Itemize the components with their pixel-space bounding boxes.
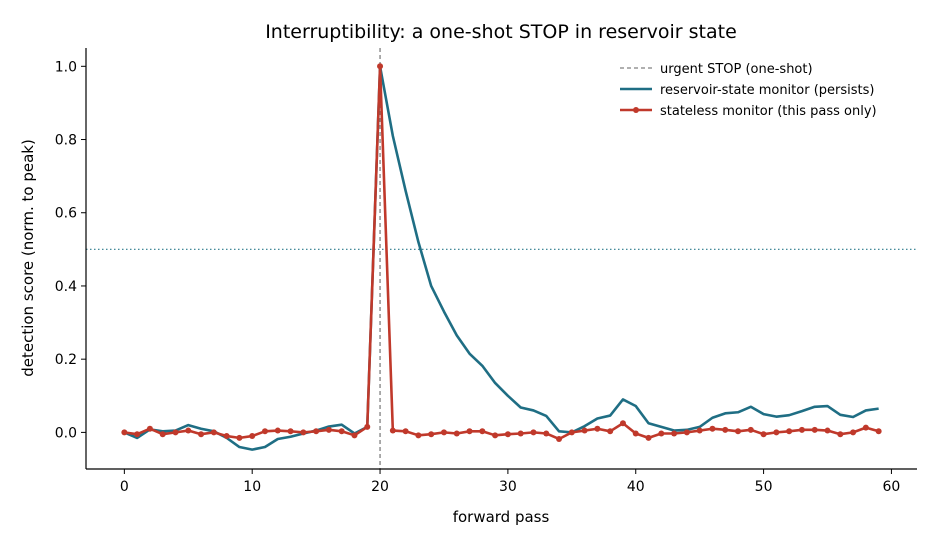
y-tick-label-4: 0.8 (55, 133, 77, 149)
x-ticks: 0 10 20 30 40 50 60 (120, 469, 900, 495)
stateless-point-58 (862, 424, 869, 431)
stateless-point-1 (134, 431, 141, 438)
stateless-point-22 (402, 428, 409, 435)
stateless-point-18 (351, 432, 358, 439)
stateless-point-57 (850, 429, 857, 436)
stateless-point-34 (556, 435, 563, 442)
legend: urgent STOP (one-shot) reservoir-state m… (620, 62, 877, 119)
y-tick-label-5: 1.0 (55, 59, 77, 75)
stateless-point-4 (172, 429, 179, 436)
stateless-point-2 (146, 425, 153, 432)
legend-label-stop: urgent STOP (one-shot) (660, 62, 813, 77)
stateless-point-17 (338, 428, 345, 435)
stateless-point-46 (709, 425, 716, 432)
x-tick-label-6: 60 (883, 479, 901, 495)
stateless-point-40 (632, 430, 639, 437)
stateless-point-5 (185, 427, 192, 434)
series-line-0 (123, 65, 879, 451)
stateless-point-13 (287, 428, 294, 435)
stateless-point-19 (364, 423, 371, 430)
stateless-point-31 (517, 430, 524, 437)
x-tick-label-4: 40 (627, 479, 645, 495)
stateless-point-41 (645, 434, 652, 441)
stateless-point-48 (735, 428, 742, 435)
stateless-point-10 (249, 433, 256, 440)
stateless-point-54 (811, 426, 818, 433)
stateless-point-39 (619, 420, 626, 427)
y-ticks: 0.0 0.2 0.4 0.6 0.8 1.0 (55, 59, 86, 441)
legend-swatch-stateless-marker (633, 107, 639, 113)
x-tick-label-1: 10 (243, 479, 261, 495)
stateless-point-51 (773, 429, 780, 436)
x-tick-label-3: 30 (499, 479, 517, 495)
stateless-point-6 (198, 431, 205, 438)
stateless-point-52 (786, 428, 793, 435)
stateless-point-0 (121, 429, 128, 436)
stateless-point-28 (479, 428, 486, 435)
stateless-point-38 (607, 428, 614, 435)
stateless-point-30 (504, 431, 511, 438)
y-tick-label-2: 0.4 (55, 279, 77, 295)
stateless-point-14 (300, 429, 307, 436)
stateless-point-50 (760, 431, 767, 438)
stateless-point-59 (875, 428, 882, 435)
stateless-point-25 (440, 429, 447, 436)
series-line-1 (124, 65, 880, 441)
y-tick-label-3: 0.6 (55, 206, 77, 222)
stateless-point-49 (747, 426, 754, 433)
stateless-point-3 (159, 431, 166, 438)
stateless-point-11 (261, 428, 268, 435)
stateless-point-32 (530, 429, 537, 436)
stateless-point-8 (223, 433, 230, 440)
stateless-point-42 (658, 430, 665, 437)
x-tick-label-2: 20 (371, 479, 389, 495)
stateless-point-16 (325, 426, 332, 433)
stateless-point-47 (722, 426, 729, 433)
y-tick-label-1: 0.2 (55, 352, 77, 368)
stateless-point-24 (428, 431, 435, 438)
stateless-point-36 (581, 427, 588, 434)
stateless-point-37 (594, 425, 601, 432)
stateless-point-7 (210, 429, 217, 436)
y-tick-label-0: 0.0 (55, 425, 77, 441)
stateless-point-45 (696, 427, 703, 434)
stateless-point-56 (837, 431, 844, 438)
legend-label-stateless: stateless monitor (this pass only) (660, 104, 877, 119)
stateless-point-23 (415, 432, 422, 439)
plot-area (86, 48, 917, 469)
stateless-point-33 (543, 430, 550, 437)
x-axis-label: forward pass (453, 508, 550, 526)
stateless-point-53 (798, 426, 805, 433)
stateless-point-15 (313, 428, 320, 435)
stateless-point-44 (683, 429, 690, 436)
stateless-point-35 (568, 429, 575, 436)
stateless-point-43 (671, 430, 678, 437)
x-tick-label-0: 0 (120, 479, 129, 495)
stateless-point-21 (389, 427, 396, 434)
stateless-point-55 (824, 427, 831, 434)
stateless-point-12 (274, 427, 281, 434)
legend-label-reservoir: reservoir-state monitor (persists) (660, 83, 874, 98)
chart-title: Interruptibility: a one-shot STOP in res… (265, 21, 737, 43)
stateless-point-27 (466, 428, 473, 435)
x-tick-label-5: 50 (755, 479, 773, 495)
stateless-point-26 (453, 430, 460, 437)
stateless-point-29 (492, 432, 499, 439)
stateless-point-9 (236, 434, 243, 441)
y-axis-label: detection score (norm. to peak) (19, 139, 37, 377)
stateless-point-20 (377, 63, 384, 70)
